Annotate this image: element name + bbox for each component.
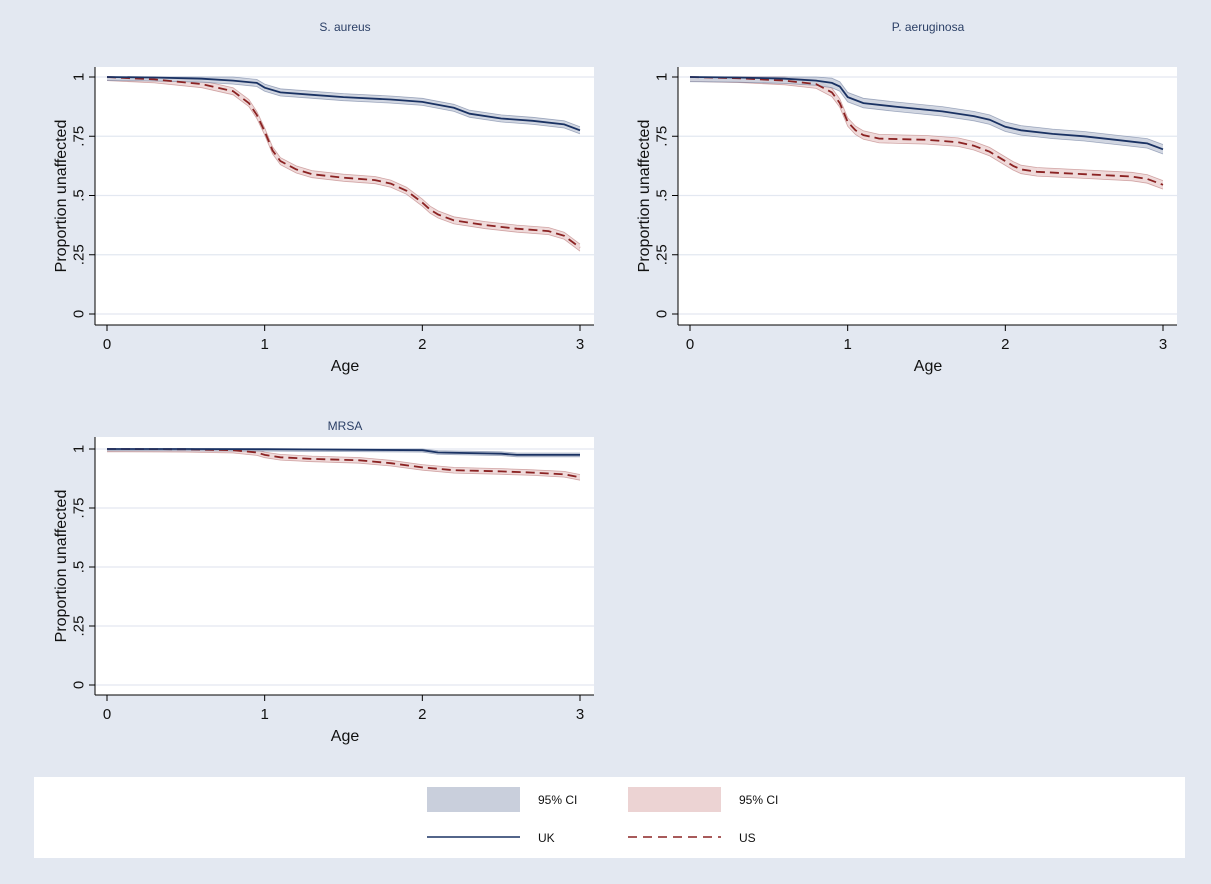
ci-lower-us <box>689 80 1164 190</box>
y-tick-label: 1 <box>654 73 671 81</box>
ci-lower-uk <box>106 80 581 135</box>
ci-upper-uk <box>107 76 581 128</box>
gridlines <box>95 448 594 686</box>
panel-title: P. aeruginosa <box>892 20 965 34</box>
series-lines <box>106 76 581 249</box>
x-tick-label: 3 <box>576 706 584 723</box>
x-axis-label: Age <box>914 358 943 375</box>
x-tick-label: 2 <box>418 706 426 723</box>
series-line-us <box>106 448 581 479</box>
y-tick-label: 0 <box>71 310 88 318</box>
y-tick-label: .25 <box>654 244 671 265</box>
legend-swatch-uk-ci <box>427 787 520 812</box>
ci-bands <box>106 76 581 252</box>
series-lines <box>689 76 1164 186</box>
y-tick-label: .5 <box>71 189 88 202</box>
panel-p-aeruginosa: P. aeruginosa 0 .25 .5 .75 1 0 1 2 3 Age Proport… <box>636 20 1177 375</box>
series-line-us <box>106 76 581 249</box>
y-tick-label: .25 <box>71 616 88 637</box>
y-tick-label: 1 <box>71 445 88 453</box>
series-line-uk <box>107 448 580 456</box>
legend-label-us-ci: 95% CI <box>739 793 778 807</box>
x-tick-label: 1 <box>260 336 268 353</box>
y-axis-label: Proportion unaffected <box>53 490 70 643</box>
ci-band-us <box>690 77 1163 190</box>
ci-upper-uk <box>690 76 1164 145</box>
x-tick-label: 2 <box>418 336 426 353</box>
y-tick-label: 1 <box>71 73 88 81</box>
ci-lower-uk <box>107 450 580 458</box>
legend-label-us: US <box>739 831 756 845</box>
legend-swatch-us-ci <box>628 787 721 812</box>
y-tick-label: .5 <box>654 189 671 202</box>
x-tick-label: 1 <box>843 336 851 353</box>
x-axis-label: Age <box>331 728 360 745</box>
y-tick-label: 0 <box>654 310 671 318</box>
series-line-uk <box>106 76 581 132</box>
y-tick-label: .75 <box>71 498 88 519</box>
y-tick-label: 0 <box>71 681 88 689</box>
ci-band-us <box>107 449 580 481</box>
ci-upper-us <box>107 76 581 245</box>
x-tick-label: 0 <box>686 336 694 353</box>
ci-band-uk <box>107 449 580 457</box>
ci-lower-us <box>106 451 581 481</box>
ci-lower-uk <box>689 81 1164 155</box>
axes: 0 .25 .5 .75 1 0 1 2 3 <box>654 67 1177 353</box>
series-line-uk <box>689 76 1164 151</box>
x-tick-label: 1 <box>260 706 268 723</box>
panel-s-aureus: S. aureus 0 .25 .5 .75 1 0 1 2 3 Age Proportion … <box>53 20 594 375</box>
x-tick-label: 2 <box>1001 336 1009 353</box>
panel-title: S. aureus <box>319 20 370 34</box>
legend-label-uk: UK <box>538 831 555 845</box>
y-tick-label: .5 <box>71 561 88 574</box>
legend-box <box>34 777 1185 858</box>
axes: 0 .25 .5 .75 1 0 1 2 3 <box>71 437 594 723</box>
x-tick-label: 0 <box>103 706 111 723</box>
legend-label-uk-ci: 95% CI <box>538 793 577 807</box>
panel-title: MRSA <box>328 419 363 433</box>
ci-bands <box>689 76 1164 190</box>
ci-lower-us <box>106 80 581 252</box>
axes: 0 .25 .5 .75 1 0 1 2 3 <box>71 67 594 353</box>
y-tick-label: .75 <box>654 126 671 147</box>
y-axis-label: Proportion unaffected <box>53 120 70 273</box>
y-axis-label: Proportion unaffected <box>636 120 653 273</box>
y-tick-label: .75 <box>71 126 88 147</box>
plot-area <box>95 437 594 695</box>
y-tick-label: .25 <box>71 244 88 265</box>
x-tick-label: 0 <box>103 336 111 353</box>
x-tick-label: 3 <box>576 336 584 353</box>
series-lines <box>106 448 581 479</box>
ci-band-uk <box>690 77 1163 154</box>
x-tick-label: 3 <box>1159 336 1167 353</box>
legend: 95% CI 95% CI UK US <box>34 777 1185 858</box>
panel-mrsa: MRSA 0 .25 .5 .75 1 0 1 2 3 Age Proportion unaff… <box>53 419 594 745</box>
x-axis-label: Age <box>331 358 360 375</box>
